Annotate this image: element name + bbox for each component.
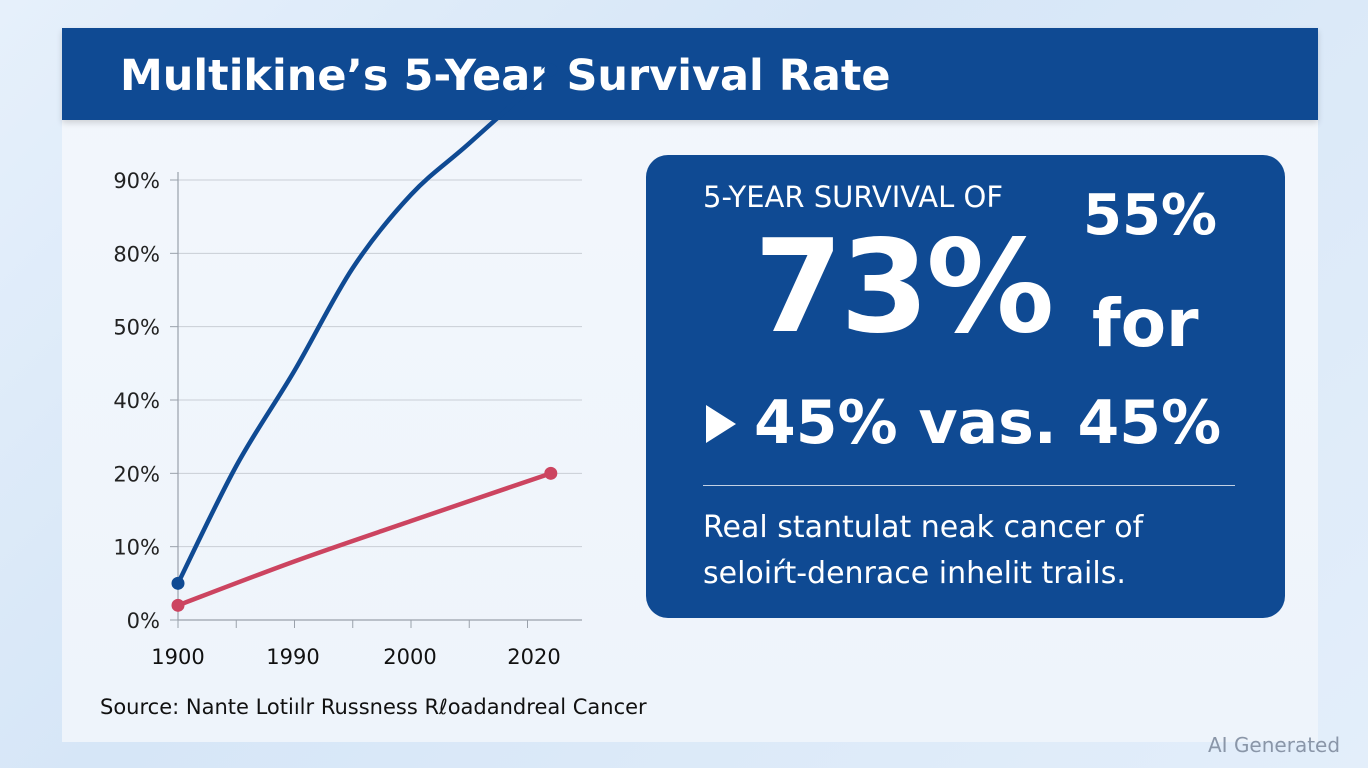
chart-gridlines (178, 179, 582, 548)
series-end-point (544, 466, 558, 480)
y-axis-ticks: 90% 80% 50% 40% 20% 10% 0% (113, 169, 160, 633)
chart-axes (170, 172, 582, 628)
stat-for-text: for (1092, 285, 1199, 362)
stat-label: 5-YEAR SURVIVAL OF (703, 180, 1004, 214)
stat-divider (703, 485, 1235, 486)
play-arrow-icon (706, 405, 736, 443)
stat-description-line2: seloiŕt-denrace inhelit trails. (703, 556, 1126, 591)
stat-panel: 5-YEAR SURVIVAL OF 55% 73% for 45% vas. … (646, 155, 1285, 618)
stat-comparison: 45% vas. 45% (754, 388, 1222, 458)
y-tick-label: 80% (113, 242, 160, 266)
stat-description: Real stantulat neak cancer of seloiŕt-de… (703, 505, 1263, 597)
y-tick-label: 50% (113, 316, 160, 340)
chart-series (171, 63, 558, 612)
x-axis-ticks: 1900 1990 2000 2020 (151, 645, 560, 669)
y-tick-label: 40% (113, 389, 160, 413)
y-tick-label: 20% (113, 462, 160, 486)
x-tick-label: 2000 (383, 645, 436, 669)
ai-generated-watermark: AI Generated (1208, 733, 1341, 757)
page-title: Multikine’s 5-Year Survival Rate (120, 51, 891, 101)
series-line-1 (175, 471, 554, 608)
series-line-0 (175, 67, 554, 586)
x-tick-label: 1990 (266, 645, 319, 669)
x-tick-label: 2020 (507, 645, 560, 669)
series-end-point (544, 63, 558, 77)
y-tick-label: 90% (113, 169, 160, 193)
x-tick-label: 1900 (151, 645, 204, 669)
stat-description-line1: Real stantulat neak cancer of (703, 510, 1144, 545)
y-tick-label: 10% (113, 536, 160, 560)
stat-small-value: 55% (1083, 183, 1218, 248)
y-tick-label: 0% (127, 609, 160, 633)
title-bar: Multikine’s 5-Year Survival Rate (62, 28, 1318, 120)
stat-big-value: 73% (754, 213, 1054, 362)
source-note: Source: Nante Lotiılr Russness Rℓoadandr… (100, 695, 647, 719)
series-start-point (171, 598, 185, 612)
series-start-point (171, 576, 185, 590)
